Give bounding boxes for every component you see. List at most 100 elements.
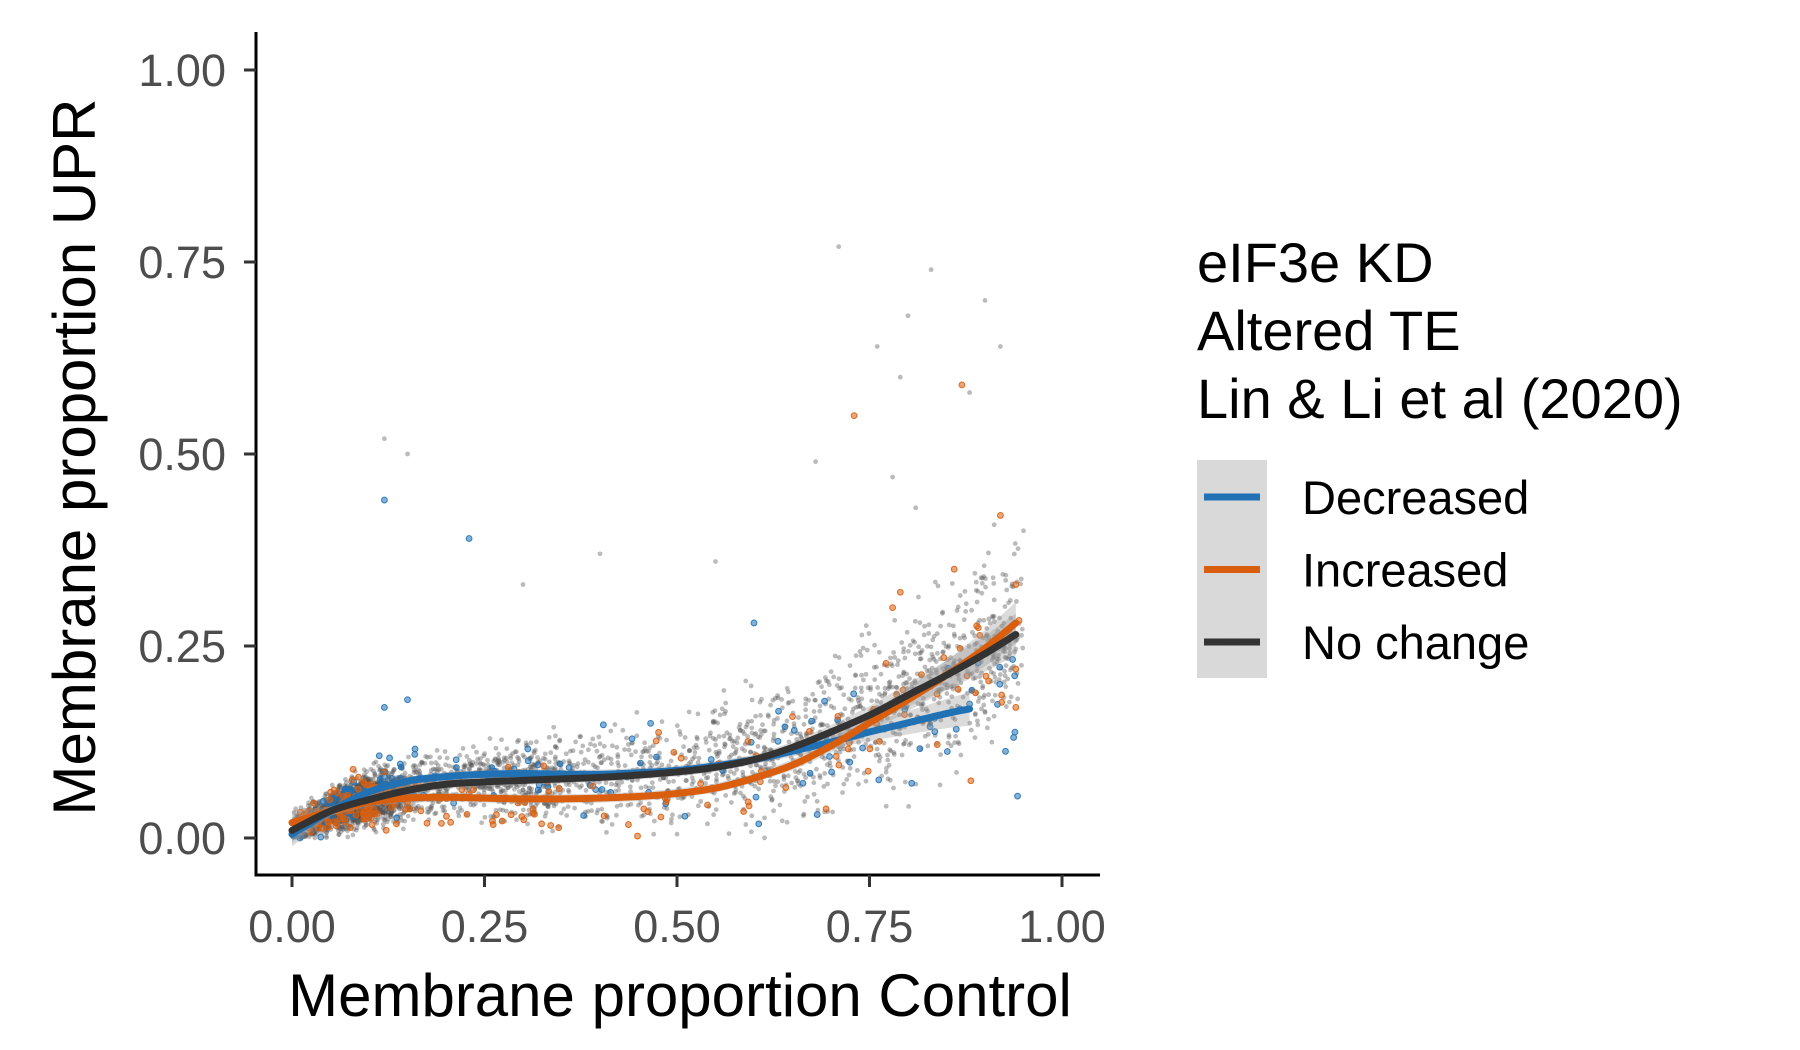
data-point [926,667,932,673]
data-point [380,810,386,815]
data-point [497,807,503,813]
data-point [882,690,888,696]
data-point [826,753,833,760]
data-point [564,813,570,818]
data-point [554,745,560,751]
data-point [626,747,632,753]
data-point [785,773,791,779]
data-point [612,788,618,794]
data-point [352,811,360,819]
data-point [647,745,653,751]
data-point [982,708,988,714]
data-point [704,801,711,809]
data-point [956,676,962,682]
data-point [580,812,588,819]
data-point [874,698,880,704]
data-point [837,686,843,691]
data-point [762,835,767,841]
data-point [906,742,912,748]
data-point [714,797,720,803]
y-tick-label: 1.00 [138,45,226,96]
data-point [317,833,325,841]
data-point [979,575,985,581]
data-point [832,752,840,760]
data-point [529,754,535,760]
data-point [528,789,534,795]
data-point [388,813,394,819]
data-point [769,797,775,803]
data-point [893,731,899,737]
data-point [721,688,727,693]
data-point [970,630,975,635]
data-point [980,683,986,689]
data-point [779,697,784,702]
data-point [436,789,442,795]
data-point [901,682,906,687]
data-point [547,822,555,829]
data-point [372,770,378,776]
data-point [682,735,688,740]
data-point [440,808,446,813]
data-point [372,772,378,778]
data-point [534,761,542,769]
data-point [496,757,502,763]
data-point [363,774,369,780]
data-point [437,755,443,761]
data-point [779,705,785,711]
data-point [579,783,584,789]
data-point [939,686,945,692]
data-point [958,381,966,389]
data-point [813,459,818,465]
data-point [481,784,487,790]
data-point [480,761,486,767]
data-point [926,622,932,628]
data-point [624,735,629,741]
data-point [592,743,598,748]
data-point [482,814,488,820]
data-point [715,720,721,726]
data-point [398,803,404,809]
data-point [813,811,821,818]
data-point [899,752,905,758]
data-point [859,632,865,638]
data-point [520,752,526,758]
data-point [795,778,801,783]
data-point [425,806,430,812]
data-point [546,734,552,740]
data-point [918,671,925,679]
data-point [552,766,558,771]
data-point [920,707,925,712]
data-point [447,818,455,826]
data-point [887,679,893,685]
data-point [888,748,894,754]
data-point [398,811,403,817]
data-point [1000,648,1006,654]
data-point [887,747,893,753]
data-point [355,820,361,826]
data-point [839,685,844,690]
data-point [603,780,609,786]
data-point [350,818,355,824]
data-point [634,733,640,739]
data-point [713,749,719,755]
data-point [545,804,551,810]
data-point [566,789,572,795]
data-point [1011,551,1017,557]
data-point [1000,571,1006,577]
data-point [692,754,697,760]
data-point [1003,704,1009,709]
data-point [952,658,957,664]
x-tick-label: 0.00 [248,901,336,952]
data-point [902,779,908,785]
data-point [561,806,567,812]
data-point [553,744,558,749]
data-point [991,613,997,619]
data-point [487,786,493,792]
data-point [908,740,914,746]
data-point [748,749,754,755]
data-point [410,801,416,806]
data-point [740,769,746,775]
data-point [897,731,903,737]
data-point [368,776,374,782]
data-point [382,762,388,768]
